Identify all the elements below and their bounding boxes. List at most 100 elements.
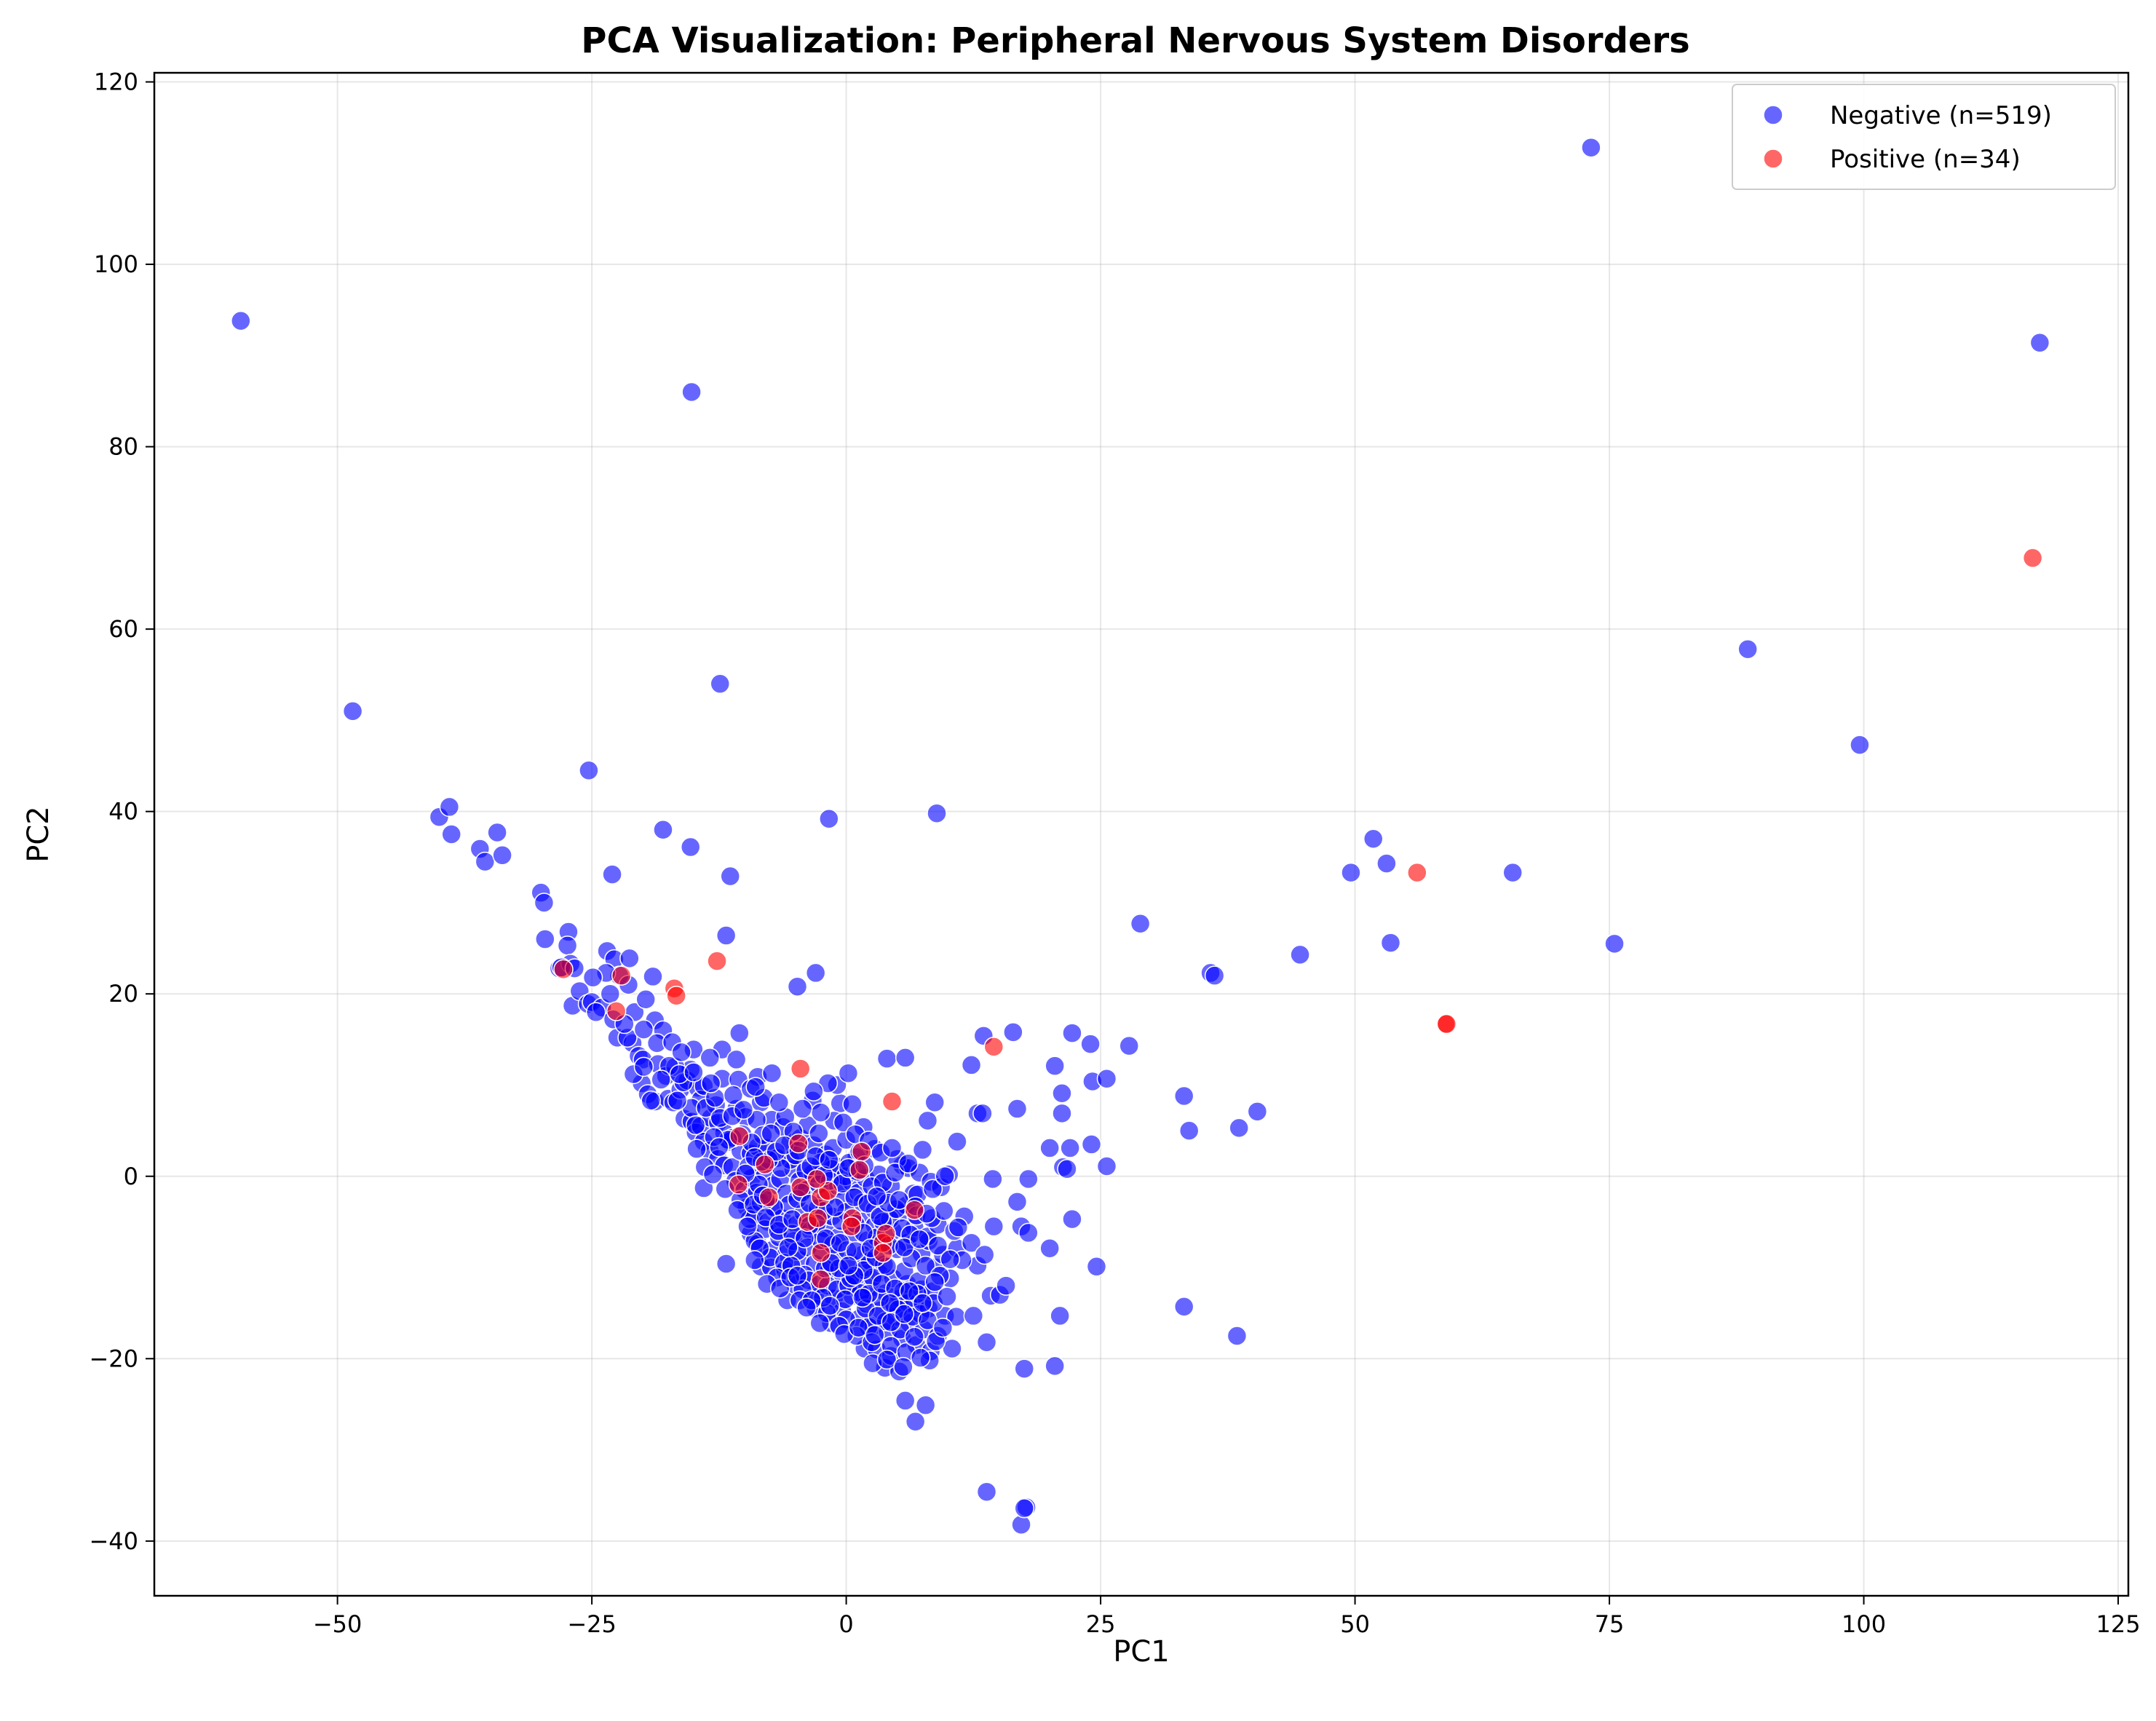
data-point <box>932 1317 954 1338</box>
x-tick-label: 75 <box>1595 1610 1625 1638</box>
data-point <box>641 1091 661 1111</box>
x-tick-label: −25 <box>567 1610 617 1638</box>
data-point <box>2022 547 2043 569</box>
data-point <box>700 1073 721 1093</box>
data-point <box>879 1293 900 1313</box>
data-point <box>699 1048 721 1068</box>
data-point <box>1376 853 1397 874</box>
data-point <box>927 1235 948 1256</box>
data-point <box>838 1255 859 1276</box>
data-point <box>792 1099 813 1119</box>
data-point <box>796 1297 817 1318</box>
data-point <box>893 1356 913 1377</box>
legend: Negative (n=519) Positive (n=34) <box>1732 84 2116 190</box>
y-tick-label: −40 <box>89 1527 138 1555</box>
y-tick-label: 60 <box>108 615 138 643</box>
data-point <box>1407 862 1427 883</box>
data-point <box>723 1085 744 1106</box>
data-point <box>807 1208 828 1229</box>
data-point <box>685 1115 706 1136</box>
y-tick-label: 120 <box>94 68 138 96</box>
data-point <box>915 1395 936 1415</box>
data-point <box>1018 1168 1039 1190</box>
data-point <box>733 1099 754 1120</box>
data-point <box>1062 1023 1082 1043</box>
data-point <box>1436 1013 1457 1034</box>
data-point <box>635 989 656 1010</box>
data-point <box>1119 1035 1139 1056</box>
scatter-points <box>231 137 2050 1535</box>
data-point <box>852 1287 873 1308</box>
series-positive <box>553 547 2043 1290</box>
data-point <box>894 1304 915 1324</box>
data-point <box>1096 1068 1117 1089</box>
y-tick-label: 20 <box>108 980 138 1008</box>
data-point <box>910 1348 931 1368</box>
data-point <box>667 1091 688 1111</box>
data-point <box>729 1023 750 1043</box>
data-point <box>917 1110 938 1131</box>
data-point <box>809 1313 831 1334</box>
data-point <box>924 1092 945 1113</box>
data-point <box>841 1216 862 1237</box>
data-point <box>790 1059 811 1079</box>
legend-marker-positive <box>1763 149 1783 169</box>
grid-lines <box>154 73 2128 1596</box>
data-point <box>876 1048 897 1069</box>
data-point <box>810 1243 831 1263</box>
data-point <box>633 1019 654 1040</box>
data-point <box>830 1233 850 1253</box>
data-point <box>710 673 731 695</box>
data-point <box>602 864 622 885</box>
data-point <box>927 803 947 823</box>
legend-frame <box>1732 84 2116 190</box>
data-point <box>1380 933 1401 953</box>
data-point <box>1007 1192 1028 1212</box>
y-tick-label: 40 <box>108 798 138 826</box>
data-point <box>961 1055 982 1075</box>
data-point <box>935 1166 955 1187</box>
data-point <box>947 1131 967 1152</box>
data-point <box>842 1094 863 1115</box>
x-tick-label: 100 <box>1842 1610 1886 1638</box>
data-point <box>680 836 701 858</box>
data-point <box>611 965 632 986</box>
data-point <box>1850 735 1870 755</box>
y-tick-label: 0 <box>124 1163 138 1190</box>
data-point <box>922 1179 943 1200</box>
data-point <box>895 1390 916 1411</box>
data-point <box>557 935 578 956</box>
data-point <box>553 959 574 980</box>
data-point <box>441 824 461 844</box>
data-point <box>1226 1326 1248 1346</box>
data-point <box>653 819 673 840</box>
data-point <box>666 985 686 1006</box>
data-point <box>475 851 496 872</box>
data-point <box>1081 1134 1102 1155</box>
data-point <box>1173 1085 1194 1107</box>
data-point <box>1052 1103 1072 1124</box>
data-point <box>2029 333 2050 353</box>
data-point <box>1014 1358 1034 1379</box>
data-point <box>904 1326 925 1347</box>
data-point <box>1086 1257 1107 1277</box>
data-point <box>737 1216 758 1237</box>
data-point <box>972 1103 993 1124</box>
x-tick-label: 125 <box>2096 1610 2140 1638</box>
data-point <box>948 1217 969 1238</box>
data-point <box>582 967 603 988</box>
data-point <box>728 1174 749 1195</box>
data-point <box>909 1229 930 1249</box>
data-point <box>761 1123 781 1144</box>
legend-label-negative: Negative (n=519) <box>1830 101 2052 130</box>
data-point <box>683 1062 704 1083</box>
data-point <box>1014 1498 1034 1519</box>
data-point <box>1062 1208 1082 1230</box>
data-point <box>851 1142 872 1162</box>
data-point <box>633 1056 654 1077</box>
data-point <box>934 1200 954 1222</box>
data-point <box>726 1049 747 1070</box>
data-point <box>873 1243 893 1263</box>
data-point <box>881 1091 903 1112</box>
